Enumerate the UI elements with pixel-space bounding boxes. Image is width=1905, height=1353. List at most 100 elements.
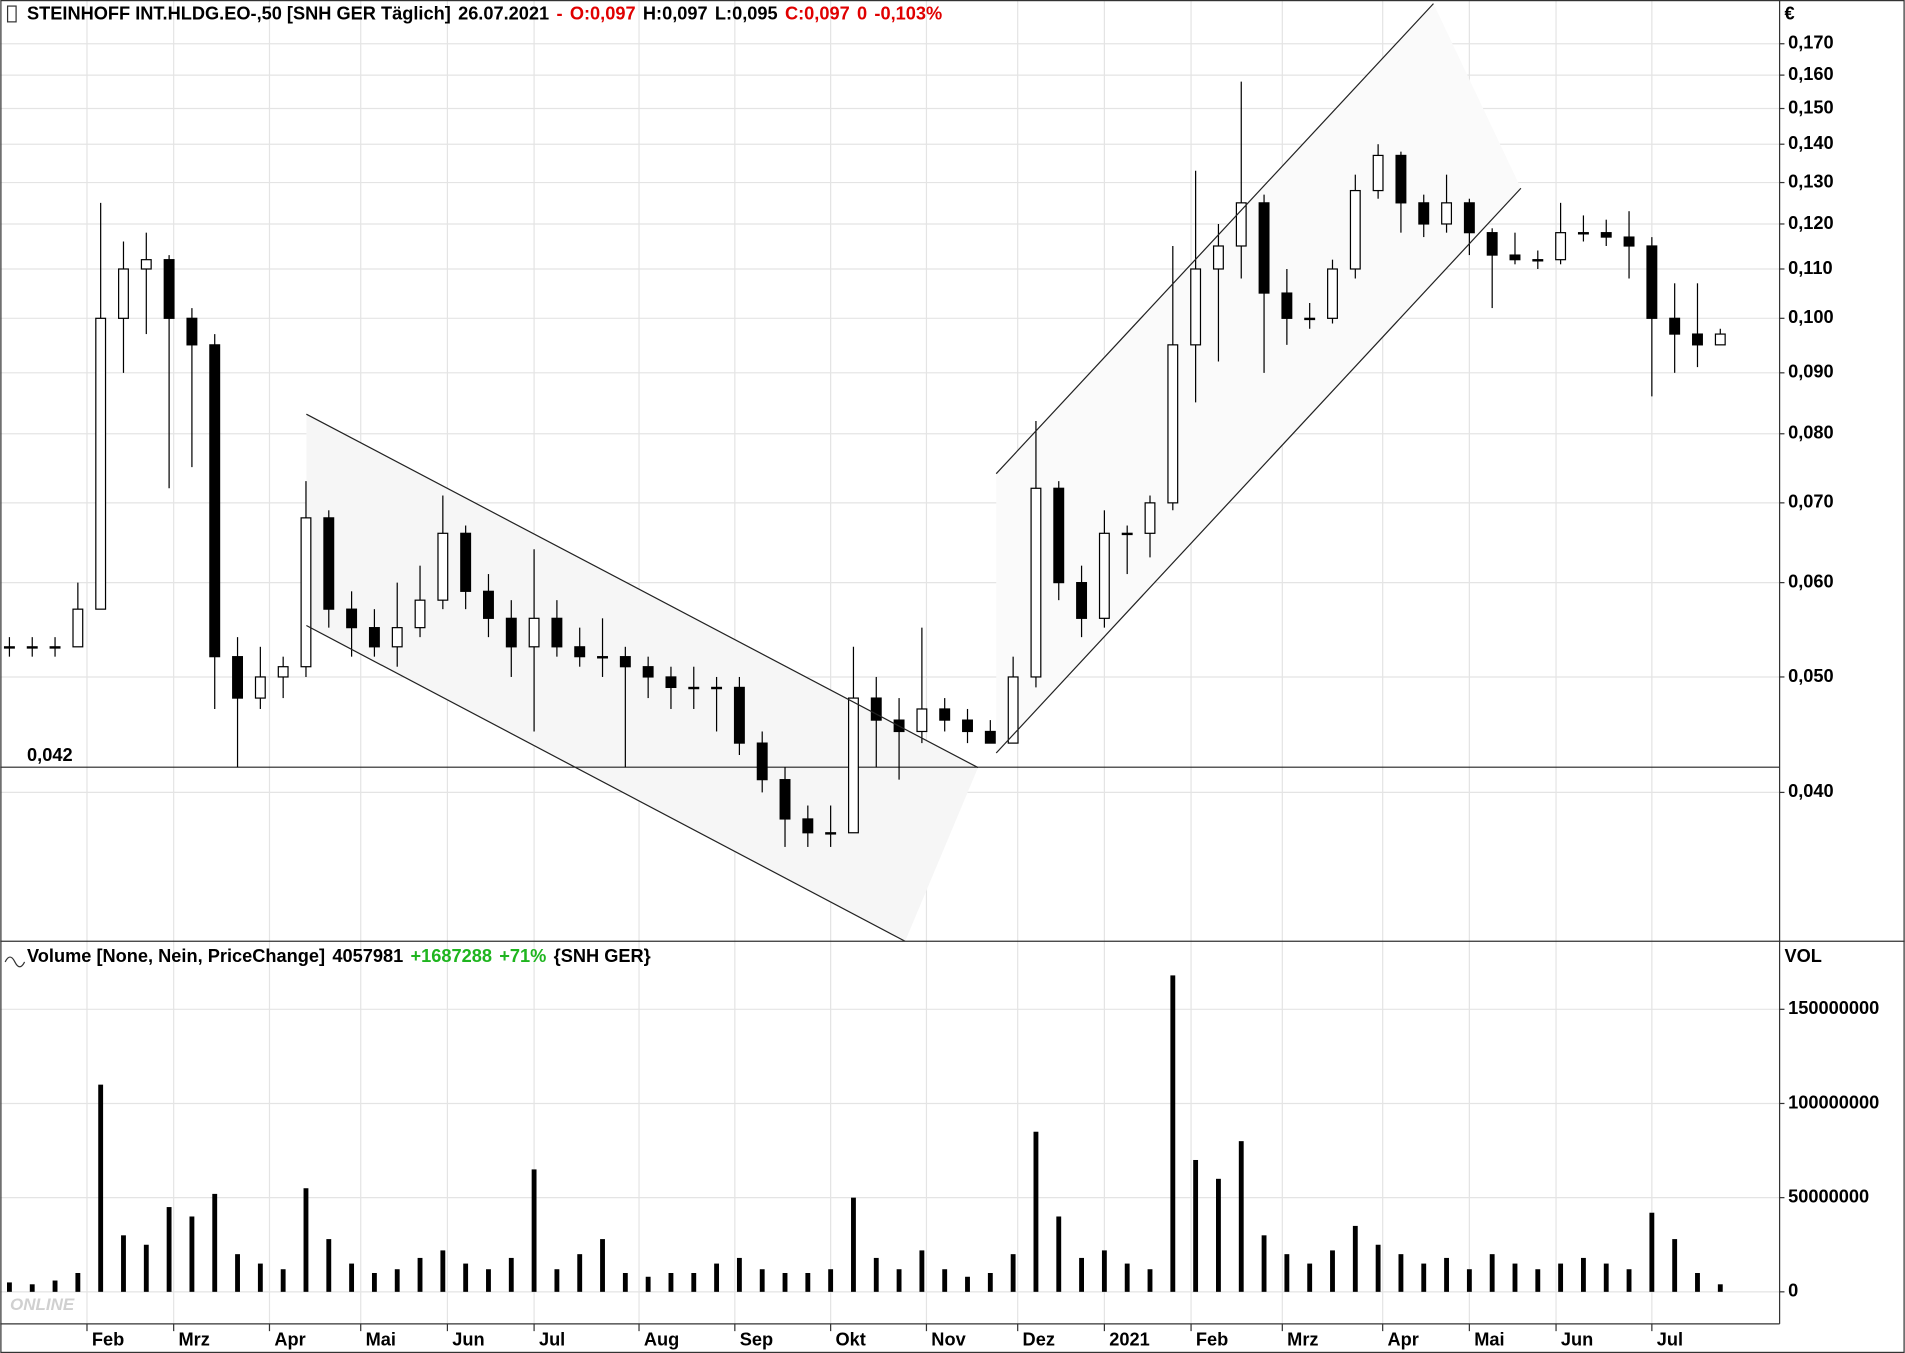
candle-body [1555, 232, 1567, 261]
volume-bar [668, 1272, 674, 1292]
candle-body [1212, 245, 1224, 270]
x-tick-label: Mai [366, 1330, 396, 1350]
candle-body [665, 676, 677, 689]
volume-bar [463, 1263, 469, 1292]
volume-bar [782, 1272, 788, 1292]
candle-body [1304, 317, 1316, 321]
volume-bar [1033, 1131, 1039, 1292]
volume-bar [98, 1084, 104, 1292]
volume-bar [371, 1272, 377, 1292]
channel-shade [306, 414, 979, 942]
candle-body [460, 532, 472, 592]
volume-bar [121, 1235, 126, 1292]
support-label: 0,042 [27, 745, 73, 765]
candle-body [825, 832, 837, 835]
candle-body [95, 317, 107, 610]
volume-bar [1603, 1263, 1609, 1292]
x-tick-label: Mrz [1287, 1330, 1318, 1350]
candle-body [209, 344, 221, 658]
candle-body [847, 697, 859, 834]
candle-body [1441, 202, 1453, 225]
candle-body [916, 708, 928, 733]
channel-shade [996, 3, 1521, 754]
volume-bar [1535, 1269, 1541, 1292]
y-tick-label: 0,120 [1788, 213, 1834, 233]
candle-body [939, 708, 951, 721]
x-tick-label: Aug [644, 1330, 679, 1350]
watermark: ONLINE [10, 1295, 75, 1314]
trend-line [306, 624, 906, 942]
volume-bar [1512, 1263, 1518, 1292]
candle-body [1235, 202, 1247, 247]
x-tick-label: Sep [740, 1330, 773, 1350]
volume-bar [1330, 1250, 1335, 1292]
volume-bar [508, 1257, 514, 1292]
header-text: +1687288 [411, 946, 493, 966]
volume-bar [235, 1254, 240, 1292]
y-tick-label: 0,110 [1788, 258, 1833, 278]
candle-body [1669, 317, 1681, 335]
candle-body [163, 259, 175, 319]
volume-bar [6, 1282, 12, 1292]
candle-body [118, 268, 129, 319]
volume-bar [1170, 975, 1176, 1292]
candle-body [688, 686, 700, 690]
volume-bar [1101, 1250, 1107, 1292]
volume-bar [1649, 1212, 1655, 1292]
y-tick-label: 0,040 [1788, 781, 1834, 801]
candle-body [72, 608, 84, 648]
x-tick-label: Apr [1388, 1330, 1419, 1350]
volume-bar [1010, 1254, 1016, 1292]
volume-bar [1466, 1269, 1472, 1292]
y-tick-label: 0,060 [1788, 571, 1834, 591]
candle-body [1144, 502, 1156, 534]
volume-bar [1375, 1244, 1381, 1292]
candle-body [1463, 202, 1475, 234]
volume-bar [75, 1272, 81, 1292]
candle-body [1395, 154, 1407, 204]
y-tick-label: 100000000 [1788, 1092, 1879, 1112]
y-tick-label: 0,100 [1788, 307, 1834, 327]
volume-bar [759, 1269, 765, 1292]
candle-body [1281, 292, 1293, 319]
y-tick-label: 150000000 [1788, 998, 1879, 1018]
candle-body [300, 517, 312, 668]
candle-body [140, 259, 152, 270]
candle-body [1007, 676, 1019, 744]
volume-bar [851, 1197, 856, 1292]
volume-bar [919, 1250, 925, 1292]
candle-body [711, 686, 723, 690]
header-text: 26.07.2021 [458, 3, 549, 23]
volume-bar [394, 1269, 400, 1292]
volume-bar [189, 1216, 195, 1292]
candle-body [1577, 232, 1589, 235]
volume-bar [577, 1254, 583, 1292]
candle-body [642, 666, 654, 678]
volume-bar [1193, 1159, 1199, 1292]
header-text: STEINHOFF INT.HLDG.EO-,50 [SNH GER Tägli… [27, 3, 451, 23]
volume-bar [600, 1239, 605, 1292]
volume-bar [52, 1280, 58, 1292]
candle-body [1076, 582, 1088, 619]
axis-unit: VOL [1784, 946, 1821, 966]
candle-body [186, 317, 198, 346]
header-text: O:0,097 [570, 3, 636, 23]
x-tick-label: Jul [539, 1330, 565, 1350]
volume-bar [326, 1239, 332, 1292]
volume-bar [1421, 1263, 1427, 1292]
volume-bar [987, 1272, 993, 1292]
candle-body [1349, 189, 1361, 270]
candle-body [1053, 487, 1065, 584]
x-tick-label: 2021 [1109, 1330, 1150, 1350]
x-tick-label: Jul [1657, 1330, 1683, 1350]
candle-body [277, 666, 289, 678]
x-tick-label: Jun [452, 1330, 484, 1350]
header-text: -0,103% [874, 3, 942, 23]
candle-body [49, 646, 61, 649]
candle-body [1418, 202, 1430, 225]
volume-bar [805, 1272, 811, 1292]
candle-body [597, 656, 608, 659]
x-tick-label: Apr [274, 1330, 305, 1350]
labels-layer: STEINHOFF INT.HLDG.EO-,50 [SNH GER Tägli… [4, 3, 1879, 1350]
volume-bar [645, 1276, 651, 1292]
